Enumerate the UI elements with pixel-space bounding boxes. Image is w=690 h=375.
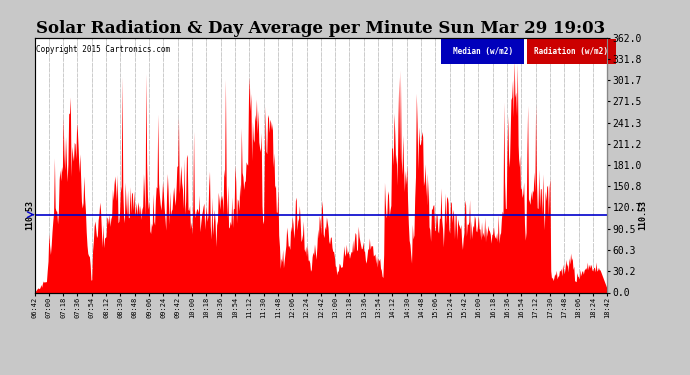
- Text: Radiation (w/m2): Radiation (w/m2): [535, 47, 609, 56]
- Text: 110.53: 110.53: [25, 200, 34, 230]
- Bar: [441, 39, 524, 64]
- Text: Median (w/m2): Median (w/m2): [453, 47, 513, 56]
- Text: Copyright 2015 Cartronics.com: Copyright 2015 Cartronics.com: [36, 45, 170, 54]
- Text: 110.53: 110.53: [639, 200, 648, 230]
- Bar: [527, 39, 615, 64]
- Title: Solar Radiation & Day Average per Minute Sun Mar 29 19:03: Solar Radiation & Day Average per Minute…: [37, 20, 606, 38]
